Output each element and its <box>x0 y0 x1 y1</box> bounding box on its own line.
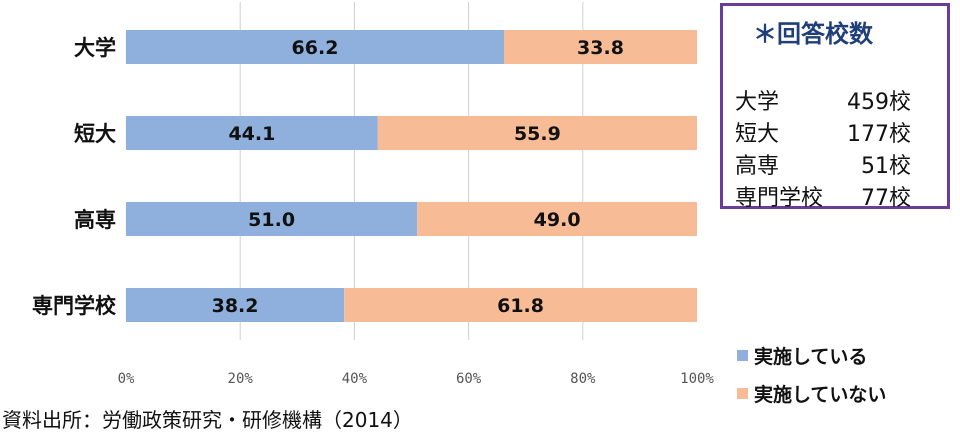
legend-label-implemented: 実施している <box>754 346 868 368</box>
bar-value-label: 33.8 <box>577 37 624 59</box>
row-label: 短大 <box>735 122 780 147</box>
bar-value-label: 61.8 <box>497 295 544 317</box>
bar-segment <box>504 30 697 64</box>
row-count: 77校 <box>861 186 911 211</box>
x-tick-label: 80% <box>570 371 596 387</box>
row-count: 51校 <box>861 154 911 179</box>
bar-segment <box>344 288 697 322</box>
response-count-row-junior-college: 短大 177校 <box>735 116 911 148</box>
bar-value-label: 66.2 <box>292 37 339 59</box>
bar-segment <box>377 116 697 150</box>
bar-segment <box>126 30 505 64</box>
legend-item-not-implemented: 実施していない <box>737 380 886 407</box>
bar-value-label: 44.1 <box>228 123 275 145</box>
row-label: 専門学校 <box>735 186 824 211</box>
bars <box>126 30 697 322</box>
x-axis-ticks: 0% 20% 40% 60% 80% 100% <box>118 371 715 387</box>
bar-value-label: 55.9 <box>514 123 561 145</box>
row-label: 高専 <box>735 154 780 179</box>
response-count-box: ＊回答校数 大学 459校 短大 177校 高専 51校 専門学校 77校 <box>720 3 950 212</box>
x-tick-label: 40% <box>342 371 368 387</box>
response-count-title: ＊回答校数 <box>753 20 873 48</box>
response-count-row-technical-college: 高専 51校 <box>735 148 911 180</box>
bar-segment <box>126 202 418 236</box>
bar-value-label: 49.0 <box>534 209 581 231</box>
bar-segment <box>126 116 378 150</box>
response-count-row-vocational-school: 専門学校 77校 <box>735 180 911 212</box>
source-note: 資料出所：労働政策研究・研修機構（2014） <box>2 408 413 432</box>
legend-label-not-implemented: 実施していない <box>754 384 887 406</box>
legend-item-implemented: 実施している <box>737 342 867 369</box>
x-tick-label: 20% <box>228 371 254 387</box>
category-label: 高専 <box>74 208 116 232</box>
x-tick-label: 100% <box>680 371 714 387</box>
category-label: 専門学校 <box>32 294 117 318</box>
bar-segment <box>126 288 345 322</box>
legend-swatch-not-implemented <box>737 388 748 399</box>
bar-segment <box>417 202 697 236</box>
x-tick-label: 0% <box>118 371 135 387</box>
row-count: 459校 <box>847 90 911 115</box>
bar-value-label: 51.0 <box>248 209 295 231</box>
category-label: 大学 <box>74 36 116 60</box>
bar-value-label: 38.2 <box>212 295 259 317</box>
category-label: 短大 <box>74 122 116 146</box>
row-label: 大学 <box>735 90 780 115</box>
legend-swatch-implemented <box>737 350 748 361</box>
response-count-row-university: 大学 459校 <box>735 84 911 116</box>
x-tick-label: 60% <box>456 371 482 387</box>
value-labels: 66.2 33.8 44.1 55.9 51.0 49.0 38.2 61.8 <box>212 37 624 317</box>
row-count: 177校 <box>847 122 911 147</box>
